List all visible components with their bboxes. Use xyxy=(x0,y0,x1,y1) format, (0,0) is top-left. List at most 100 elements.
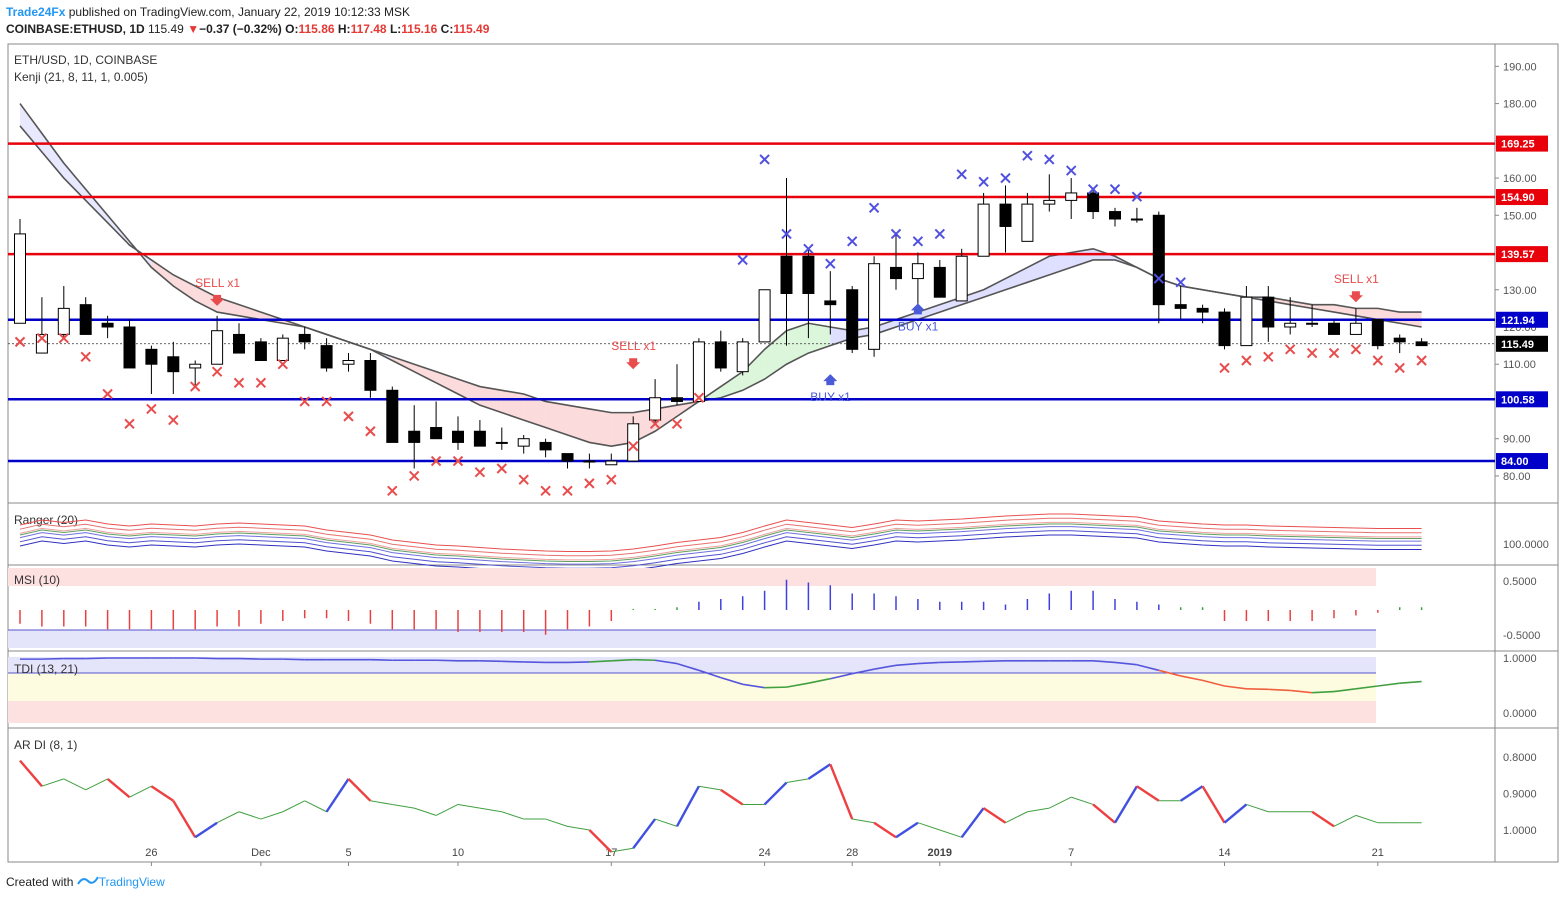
candle[interactable] xyxy=(167,356,180,373)
candle[interactable] xyxy=(1021,203,1034,242)
candle[interactable] xyxy=(364,360,377,391)
sell-cross-marker xyxy=(1416,355,1427,366)
candle[interactable] xyxy=(430,427,443,440)
pane-title-ardi: AR DI (8, 1) xyxy=(14,738,77,752)
candle[interactable] xyxy=(408,430,421,443)
sell-cross-marker-stroke xyxy=(146,403,157,415)
candle[interactable] xyxy=(57,307,70,335)
band-fill xyxy=(239,304,261,320)
level-label-bg xyxy=(1496,189,1548,206)
candle[interactable] xyxy=(714,341,727,369)
sell-cross-marker-stroke xyxy=(1372,355,1384,366)
close-value: 115.49 xyxy=(453,22,490,36)
candle[interactable] xyxy=(320,345,333,369)
tdi-line xyxy=(1399,680,1422,684)
candle[interactable] xyxy=(605,460,618,466)
candle[interactable] xyxy=(649,397,662,421)
candle[interactable] xyxy=(1262,296,1275,328)
candle[interactable] xyxy=(1328,322,1340,335)
tdi-tick-label: 0.0000 xyxy=(1503,708,1537,720)
candle[interactable] xyxy=(1393,337,1406,343)
ranger-line xyxy=(19,521,1422,561)
candle[interactable] xyxy=(35,333,48,354)
ardi-line xyxy=(960,807,985,839)
buy-cross-marker-stroke xyxy=(890,228,902,240)
date-tick-label: 28 xyxy=(846,847,858,859)
ardi-line xyxy=(632,818,657,849)
candle[interactable] xyxy=(123,326,136,369)
candle[interactable] xyxy=(473,430,486,447)
candle[interactable] xyxy=(933,266,946,298)
candle[interactable] xyxy=(79,304,92,335)
ardi-line xyxy=(895,821,919,839)
tdi-line xyxy=(1224,685,1247,690)
candle[interactable] xyxy=(627,423,640,462)
candle[interactable] xyxy=(758,289,771,343)
candle[interactable] xyxy=(1174,304,1187,309)
tradingview-brand[interactable]: TradingView xyxy=(98,875,165,889)
sell-cross-marker xyxy=(1372,355,1384,366)
candle[interactable] xyxy=(452,430,464,443)
candle[interactable] xyxy=(517,438,530,447)
candle[interactable] xyxy=(890,266,902,280)
candle[interactable] xyxy=(999,203,1012,227)
sell-cross-marker-stroke xyxy=(365,426,376,437)
candle[interactable] xyxy=(276,337,289,362)
candle[interactable] xyxy=(1087,192,1100,213)
candle[interactable] xyxy=(846,289,859,350)
candle[interactable] xyxy=(539,441,552,451)
candle[interactable] xyxy=(1349,322,1362,335)
candle[interactable] xyxy=(1218,311,1231,347)
tdi-line xyxy=(238,657,261,660)
candle[interactable] xyxy=(495,441,508,444)
candle[interactable] xyxy=(298,333,311,343)
ardi-line xyxy=(545,818,568,827)
candle[interactable] xyxy=(101,322,114,328)
buy-cross-marker xyxy=(1000,172,1011,184)
ardi-line xyxy=(1005,811,1028,824)
candle[interactable] xyxy=(911,263,924,280)
candle[interactable] xyxy=(561,453,574,462)
candle[interactable] xyxy=(1109,211,1121,220)
candle[interactable] xyxy=(780,255,793,294)
candle[interactable] xyxy=(583,460,596,463)
candle[interactable] xyxy=(342,360,355,365)
candle[interactable] xyxy=(145,348,158,365)
candle[interactable] xyxy=(736,341,749,373)
symbol-line: COINBASE:ETHUSD, 1D 115.49 ▼−0.37 (−0.32… xyxy=(6,22,489,36)
candle[interactable] xyxy=(14,233,26,324)
candle[interactable] xyxy=(1240,296,1253,347)
candle[interactable] xyxy=(1043,199,1056,205)
candle[interactable] xyxy=(1371,319,1384,347)
buy-cross-marker xyxy=(1044,154,1055,165)
sell-cross-marker xyxy=(518,474,529,485)
candle[interactable] xyxy=(955,255,968,302)
candle[interactable] xyxy=(692,341,705,402)
candle[interactable] xyxy=(1415,341,1428,347)
sell-cross-marker xyxy=(671,418,683,430)
candle[interactable] xyxy=(386,389,399,443)
candle[interactable] xyxy=(189,363,202,369)
ranger-line xyxy=(19,530,1422,569)
candle[interactable] xyxy=(824,300,837,306)
candle[interactable] xyxy=(1196,307,1209,313)
candle[interactable] xyxy=(1152,214,1165,306)
sell-cross-marker xyxy=(1241,355,1252,366)
candle[interactable] xyxy=(254,341,267,362)
buy-cross-marker-stroke xyxy=(978,176,989,187)
buy-cross-marker-stroke xyxy=(1153,273,1165,284)
candle[interactable] xyxy=(211,330,224,365)
candle[interactable] xyxy=(1284,322,1297,328)
publisher-name[interactable]: Trade24Fx xyxy=(6,5,66,19)
candle[interactable] xyxy=(1130,218,1143,221)
candle[interactable] xyxy=(802,255,815,294)
candle[interactable] xyxy=(671,397,683,402)
sell-cross-marker xyxy=(584,478,595,489)
candle[interactable] xyxy=(1065,192,1078,201)
candle[interactable] xyxy=(977,203,990,257)
sell-cross-marker-stroke xyxy=(649,418,661,430)
candle[interactable] xyxy=(1306,322,1319,325)
candle[interactable] xyxy=(868,263,881,350)
candle[interactable] xyxy=(233,333,245,354)
